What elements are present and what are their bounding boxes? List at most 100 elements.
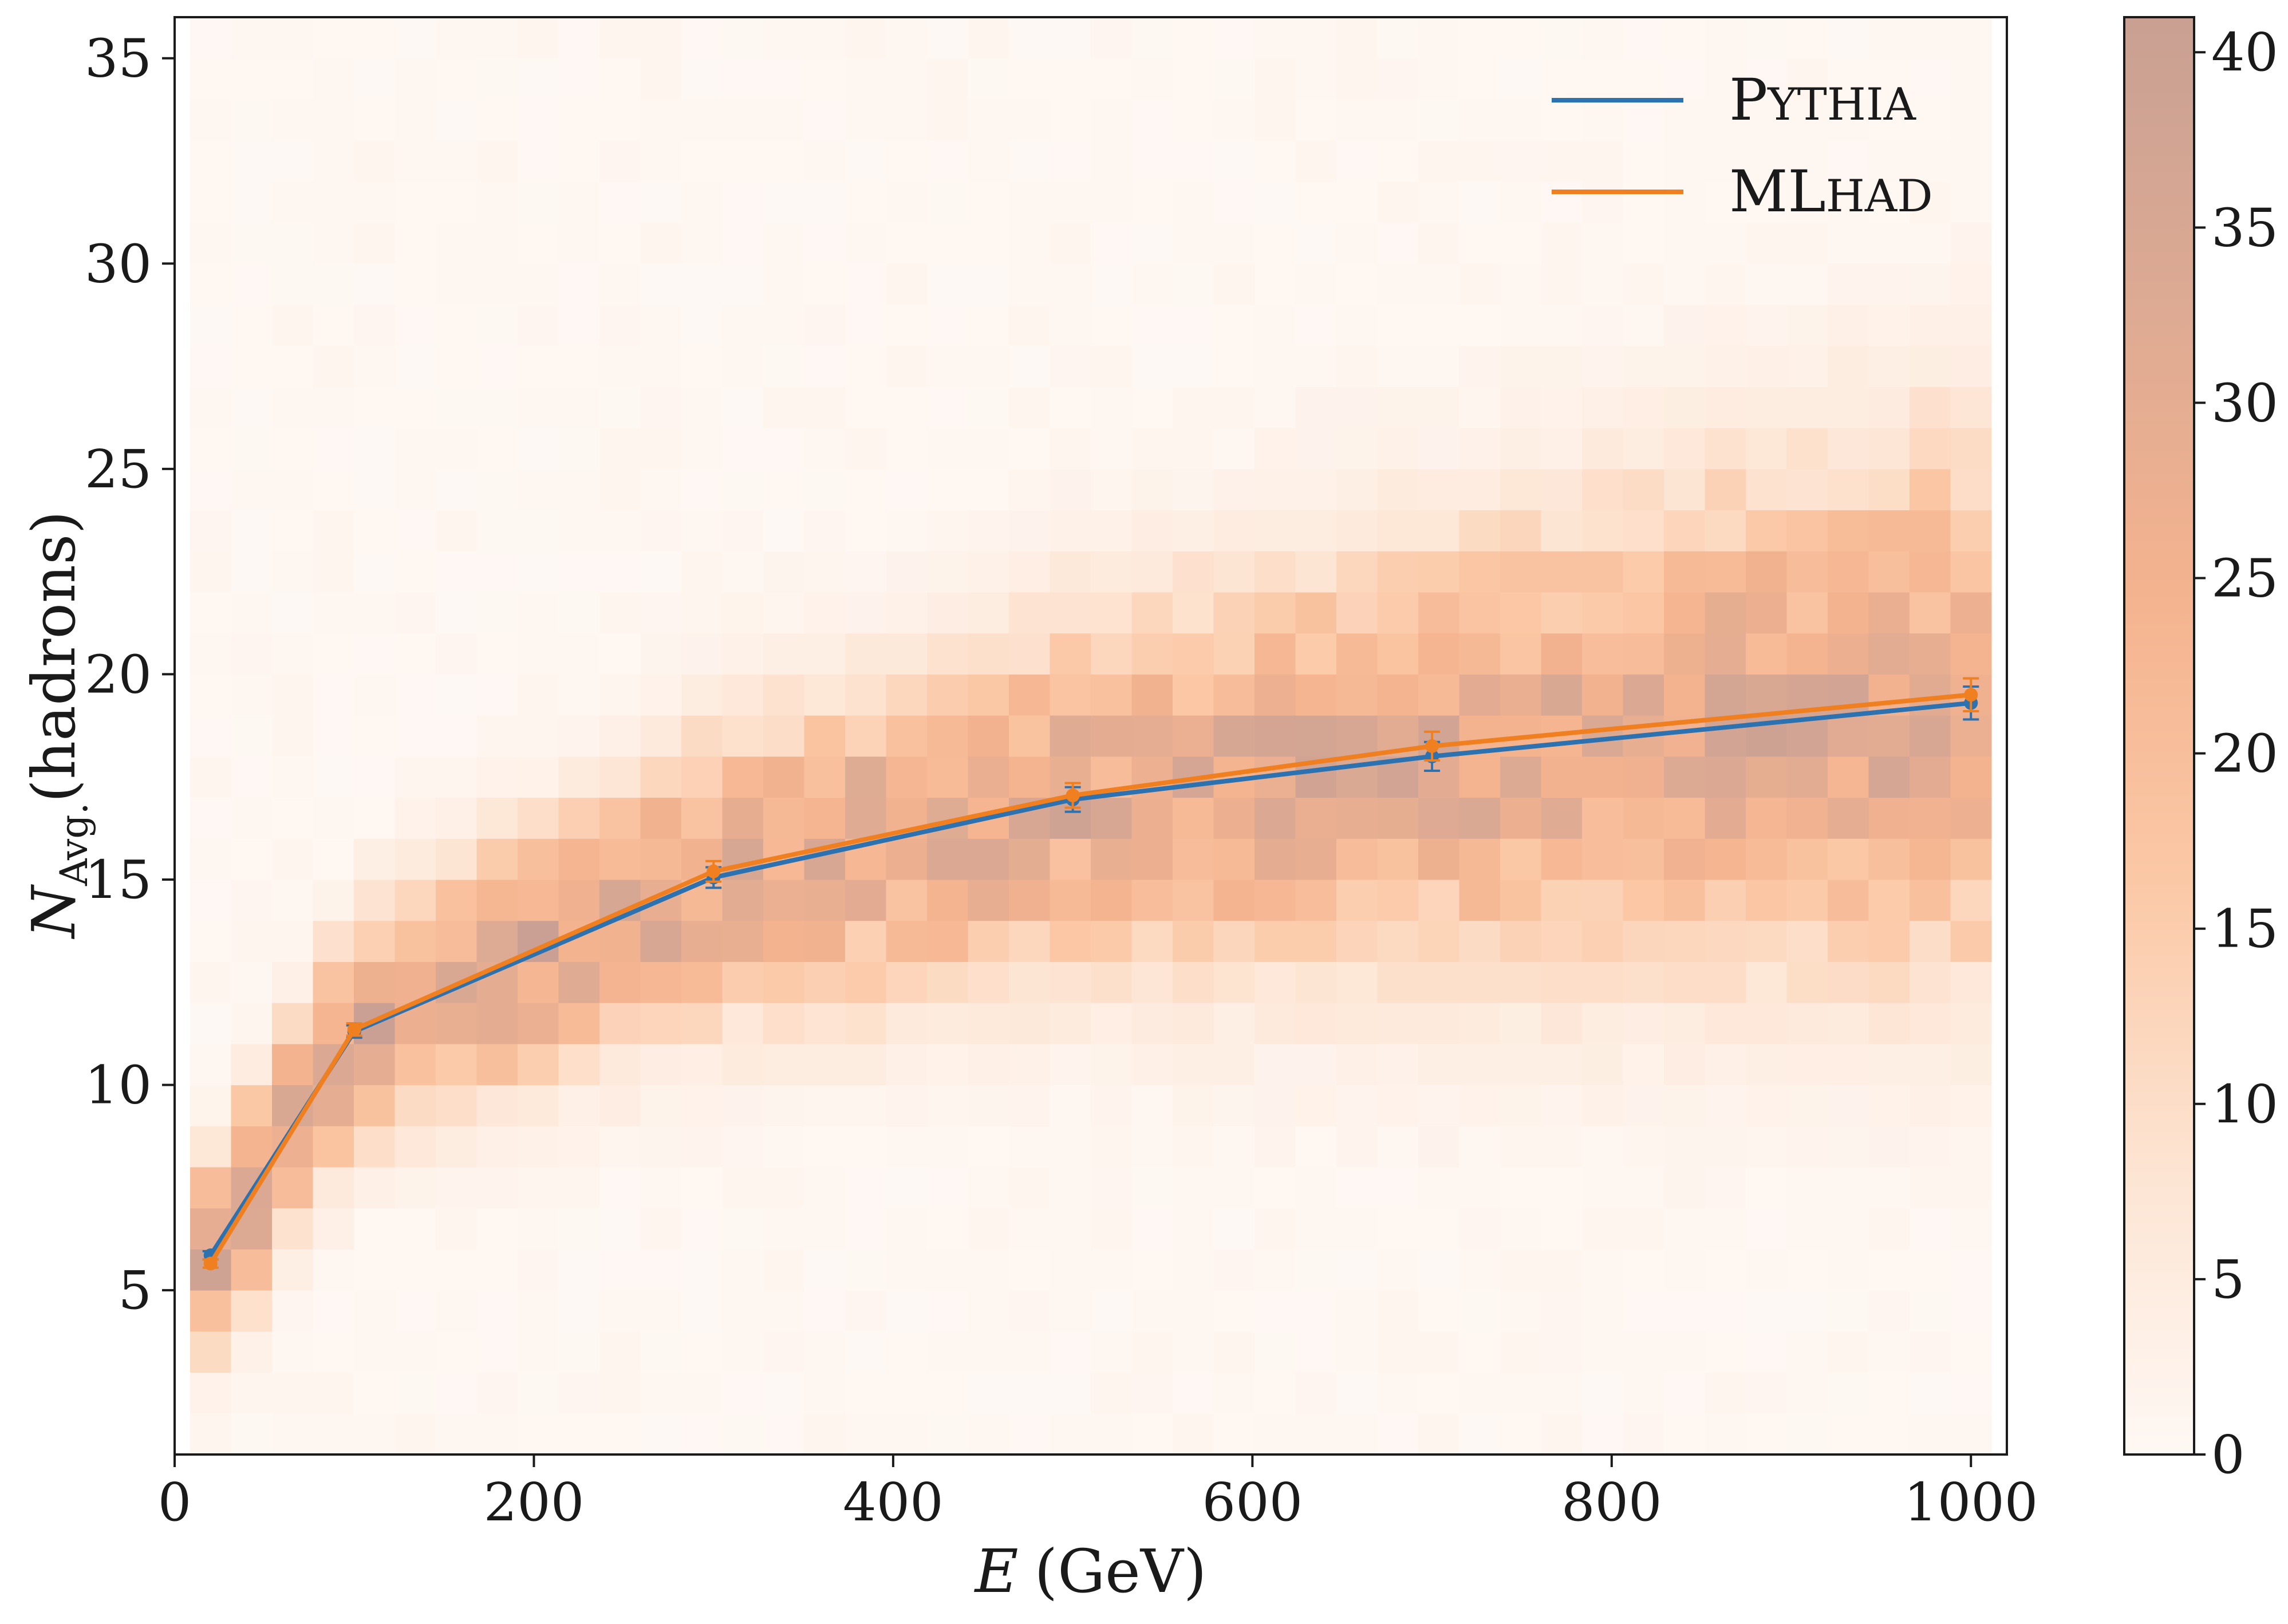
heatmap-cell (1418, 263, 1460, 305)
heatmap-cell (271, 345, 313, 387)
heatmap-cell (1336, 305, 1378, 346)
heatmap-cell (517, 222, 559, 264)
heatmap-cell (1091, 428, 1133, 470)
heatmap-cell (1173, 1290, 1214, 1332)
heatmap-cell (1050, 838, 1091, 880)
heatmap-cell (1377, 592, 1419, 634)
heatmap-cell (1623, 961, 1664, 1003)
heatmap-cell (763, 1167, 804, 1209)
heatmap-cell (968, 1249, 1009, 1291)
heatmap-cell (804, 468, 846, 511)
heatmap-cell (722, 1003, 764, 1044)
heatmap-cell (313, 880, 354, 921)
heatmap-cell (1418, 387, 1460, 428)
heatmap-cell (1336, 1208, 1378, 1249)
heatmap-cell (1868, 263, 1910, 305)
heatmap-cell (763, 1249, 804, 1291)
heatmap-cell (763, 1331, 804, 1373)
heatmap-cell (1705, 305, 1746, 346)
heatmap-cell (1255, 345, 1296, 387)
heatmap-cell (722, 17, 764, 59)
heatmap-cell (845, 1249, 886, 1291)
heatmap-cell (1008, 1003, 1050, 1044)
heatmap-cell (476, 428, 518, 470)
heatmap-cell (313, 1167, 354, 1209)
heatmap-cell (1255, 17, 1296, 59)
heatmap-cell (395, 880, 436, 921)
heatmap-cell (1828, 1126, 1869, 1168)
heatmap-cell (640, 140, 682, 182)
heatmap-cell (353, 181, 395, 223)
heatmap-cell (1705, 633, 1746, 675)
heatmap-cell (1868, 1249, 1910, 1291)
heatmap-cell (1255, 551, 1296, 593)
heatmap-cell (190, 1413, 231, 1455)
heatmap-cell (1336, 961, 1378, 1003)
heatmap-cell (271, 387, 313, 428)
heatmap-cell (722, 1167, 764, 1209)
heatmap-cell (1746, 1043, 1788, 1086)
heatmap-cell (1828, 551, 1869, 593)
heatmap-cell (558, 880, 600, 921)
heatmap-cell (681, 510, 723, 551)
heatmap-cell (313, 17, 354, 59)
heatmap-cell (1623, 1331, 1664, 1373)
heatmap-cell (763, 140, 804, 182)
heatmap-cell (313, 1208, 354, 1249)
heatmap-cell (1377, 1167, 1419, 1209)
heatmap-cell (1950, 961, 1992, 1003)
heatmap-cell (1173, 1126, 1214, 1168)
heatmap-cell (1336, 880, 1378, 921)
heatmap-cell (313, 1085, 354, 1126)
heatmap-cell (476, 1208, 518, 1249)
heatmap-cell (968, 592, 1009, 634)
heatmap-cell (1910, 1331, 1951, 1373)
heatmap-cell (1377, 58, 1419, 100)
heatmap-cell (353, 715, 395, 757)
heatmap-cell (1541, 263, 1583, 305)
heatmap-cell (1664, 428, 1706, 470)
heatmap-cell (926, 263, 968, 305)
heatmap-cell (926, 1249, 968, 1291)
heatmap-cell (1213, 1208, 1255, 1249)
heatmap-cell (271, 1372, 313, 1414)
heatmap-cell (681, 715, 723, 757)
heatmap-cell (968, 222, 1009, 264)
heatmap-cell (1868, 756, 1910, 798)
heatmap-cell (763, 715, 804, 757)
heatmap-cell (271, 181, 313, 223)
heatmap-cell (1091, 633, 1133, 675)
heatmap-cell (804, 1331, 846, 1373)
heatmap-cell (190, 428, 231, 470)
heatmap-cell (1950, 387, 1992, 428)
heatmap-cell (1173, 17, 1214, 59)
heatmap-cell (681, 387, 723, 428)
heatmap-cell (558, 1126, 600, 1168)
heatmap-cell (190, 345, 231, 387)
data-point (1964, 688, 1978, 702)
heatmap-cell (1582, 633, 1624, 675)
heatmap-cell (1255, 1085, 1296, 1126)
heatmap-cell (313, 99, 354, 141)
legend-label: MLHAD (1729, 158, 1933, 225)
heatmap-cell (476, 140, 518, 182)
heatmap-cell (1173, 1167, 1214, 1209)
heatmap-cell (1950, 880, 1992, 921)
heatmap-cell (722, 756, 764, 798)
heatmap-cell (1459, 263, 1501, 305)
heatmap-cell (1828, 428, 1869, 470)
heatmap-cell (1828, 1003, 1869, 1044)
heatmap-cell (1050, 1126, 1091, 1168)
heatmap-cell (1950, 263, 1992, 305)
x-tick-label: 400 (843, 1472, 944, 1533)
heatmap-cell (640, 1167, 682, 1209)
heatmap-cell (1131, 58, 1173, 100)
heatmap-cell (476, 592, 518, 634)
heatmap-cell (190, 551, 231, 593)
heatmap-cell (1786, 1331, 1828, 1373)
heatmap-cell (1173, 1249, 1214, 1291)
heatmap-cell (968, 387, 1009, 428)
heatmap-cell (640, 674, 682, 716)
heatmap-cell (1500, 387, 1542, 428)
heatmap-cell (353, 428, 395, 470)
